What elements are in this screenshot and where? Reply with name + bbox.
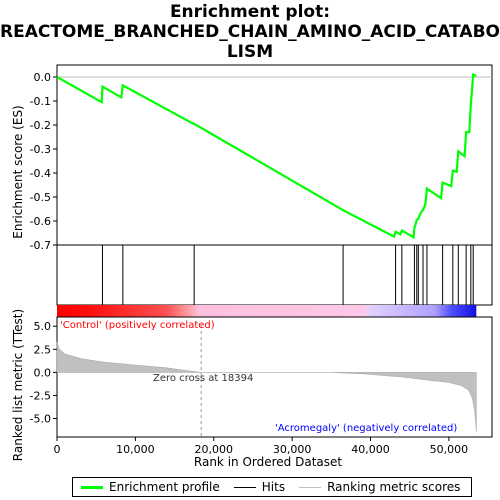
legend-label-ranking: Ranking metric scores	[327, 480, 461, 494]
hits-panel	[56, 244, 493, 317]
es-y-tick-label: -0.4	[30, 167, 51, 180]
legend-item-enrichment: Enrichment profile	[81, 480, 220, 494]
legend-label-hits: Hits	[261, 480, 286, 494]
x-tick-label: 50,000	[430, 443, 469, 456]
legend-swatch-enrichment	[81, 485, 103, 489]
es-y-tick-label: -0.5	[30, 191, 51, 204]
rank-color-bar	[57, 305, 477, 317]
rank-y-tick-label: -5.0	[30, 413, 51, 426]
x-tick-label: 10,000	[116, 443, 155, 456]
x-tick-label: 0	[54, 443, 61, 456]
rank-y-tick-label: 2.5	[34, 343, 52, 356]
es-y-tick-label: -0.2	[30, 119, 51, 132]
rank-y-tick-label: 5.0	[34, 320, 52, 333]
x-tick-label: 30,000	[273, 443, 312, 456]
chart-title: Enrichment plot: REACTOME_BRANCHED_CHAIN…	[0, 2, 500, 62]
x-axis: 0 10,000 20,000 30,000 40,000 50,000	[54, 437, 469, 456]
legend-swatch-hits	[233, 486, 256, 488]
x-tick-label: 20,000	[195, 443, 234, 456]
ranking-metric-area	[56, 341, 477, 433]
enrichment-score-panel: 0.0 -0.1 -0.2 -0.3 -0.4 -0.5 -0.6 -0.7	[30, 64, 493, 252]
chart-title-line-1: Enrichment plot:	[169, 2, 331, 22]
chart-title-line-3: LISM	[226, 42, 274, 62]
negative-correlation-label: 'Acromegaly' (negatively correlated)	[275, 423, 457, 434]
enrichment-profile-line	[56, 73, 477, 240]
legend-swatch-ranking	[299, 486, 322, 488]
rank-y-tick-label: -2.5	[30, 389, 51, 402]
rank-y-axis-label: Ranked list metric (TTest)	[11, 309, 25, 461]
es-y-tick-label: 0.0	[34, 71, 52, 84]
positive-correlation-label: 'Control' (positively correlated)	[60, 320, 215, 331]
es-y-tick-label: -0.1	[30, 95, 51, 108]
rank-y-tick-label: 0.0	[34, 366, 52, 379]
x-tick-label: 40,000	[351, 443, 390, 456]
es-y-tick-label: -0.3	[30, 143, 51, 156]
es-y-tick-label: -0.7	[30, 239, 51, 252]
es-y-axis-label: Enrichment score (ES)	[11, 105, 25, 238]
hits-frame	[56, 244, 493, 306]
legend-item-hits: Hits	[233, 480, 286, 494]
x-axis-label: Rank in Ordered Dataset	[194, 455, 342, 469]
zero-cross-label: Zero cross at 18394	[153, 373, 253, 384]
legend: Enrichment profile Hits Ranking metric s…	[72, 477, 472, 497]
ranking-metric-panel: 5.0 2.5 0.0 -2.5 -5.0	[30, 316, 493, 438]
chart-title-line-2: REACTOME_BRANCHED_CHAIN_AMINO_ACID_CATAB…	[0, 22, 500, 42]
legend-label-enrichment: Enrichment profile	[109, 480, 220, 494]
legend-item-ranking: Ranking metric scores	[299, 480, 460, 494]
es-y-tick-label: -0.6	[30, 215, 51, 228]
